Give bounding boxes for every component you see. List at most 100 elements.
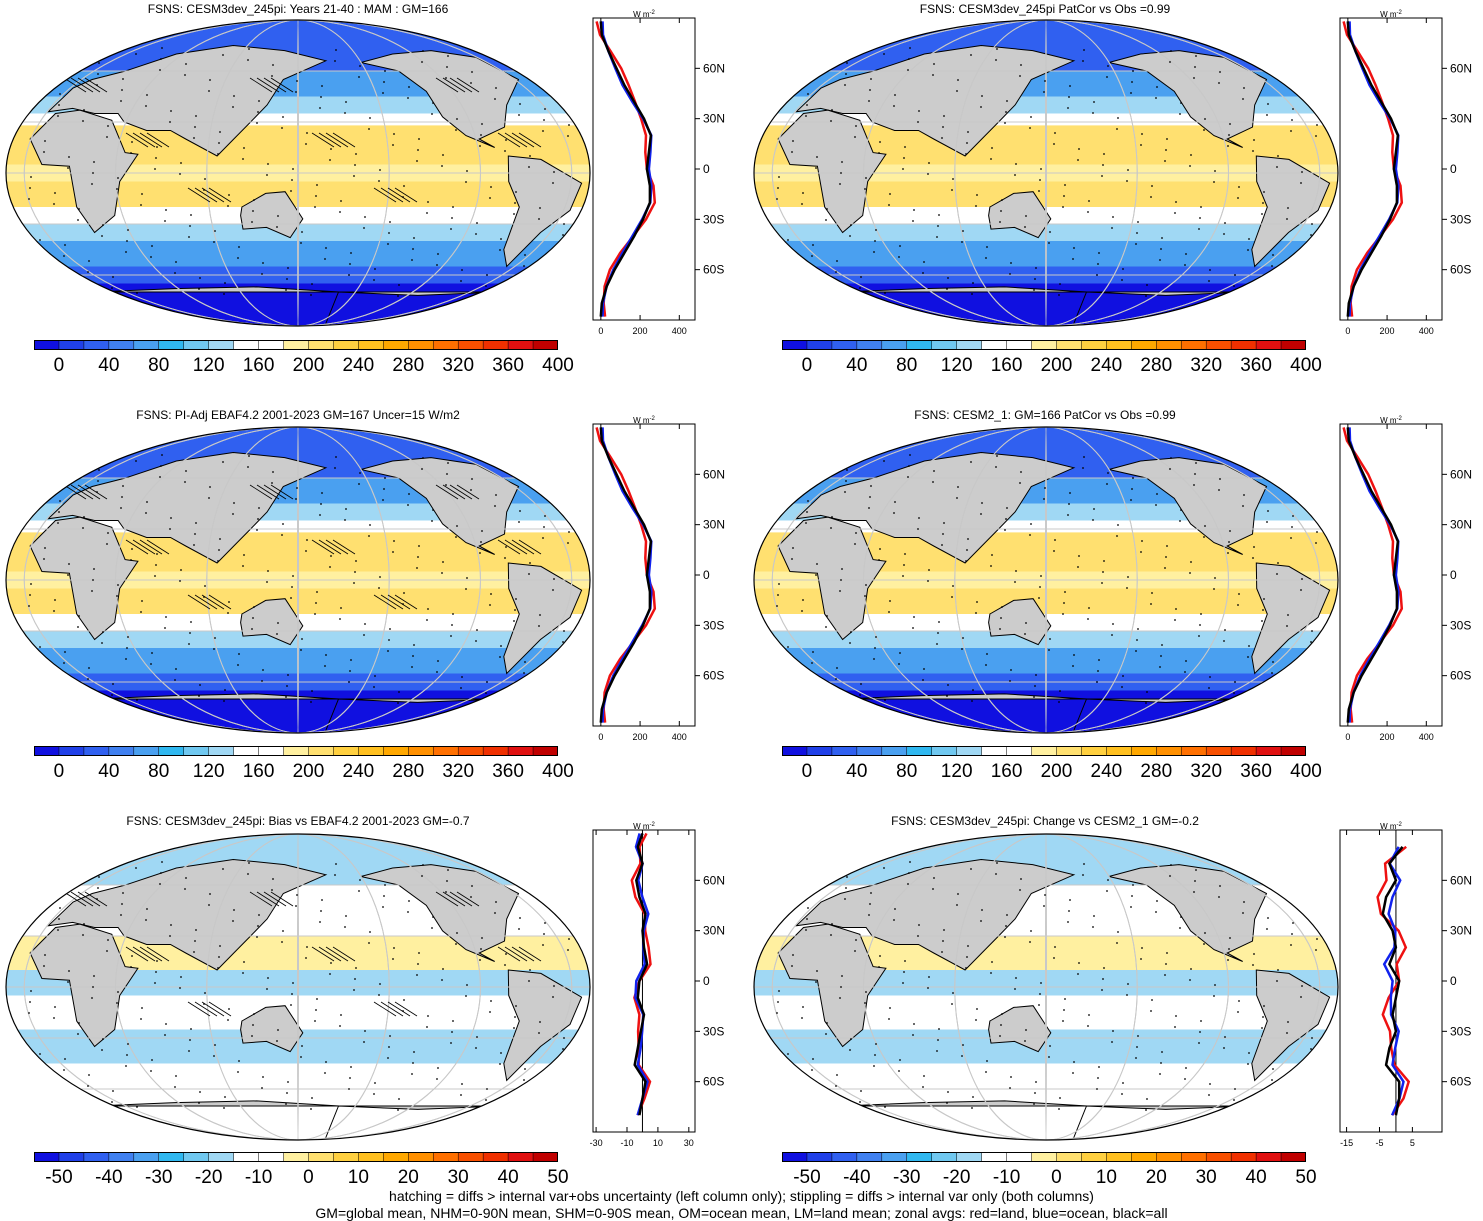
stipple-dot — [552, 996, 554, 998]
stipple-dot — [1048, 242, 1050, 244]
stipple-dot — [102, 224, 104, 226]
stipple-dot — [1195, 869, 1197, 871]
colorbar-box — [158, 1152, 185, 1162]
stipple-dot — [820, 68, 822, 70]
stipple-dot — [339, 211, 341, 213]
stipple-dot — [1140, 144, 1142, 146]
graticule-lon — [1045, 427, 1047, 733]
stipple-dot — [258, 507, 260, 509]
stipple-dot — [184, 888, 186, 890]
hatch-line — [511, 539, 535, 555]
stipple-dot — [291, 993, 293, 995]
stipple-dot — [1209, 269, 1211, 271]
stipple-dot — [1145, 1109, 1147, 1111]
stipple-dot — [816, 156, 818, 158]
stipple-dot — [441, 572, 443, 574]
stipple-dot — [398, 284, 400, 286]
stipple-dot — [1185, 253, 1187, 255]
stipple-dot — [811, 255, 813, 257]
stipple-dot — [460, 280, 462, 282]
stipple-dot — [971, 293, 973, 295]
stipple-dot — [830, 934, 832, 936]
stipple-dot — [1282, 463, 1284, 465]
stipple-dot — [1248, 238, 1250, 240]
stipple-dot — [378, 587, 380, 589]
colorbar-box — [108, 1152, 135, 1162]
stipple-dot — [1204, 118, 1206, 120]
stipple-dot — [544, 108, 546, 110]
stipple-dot — [1024, 226, 1026, 228]
stipple-dot — [999, 628, 1001, 630]
zonal-series-all — [1346, 427, 1400, 723]
stipple-dot — [1286, 625, 1288, 627]
colorbar-box — [806, 1152, 833, 1162]
stipple-dot — [58, 511, 60, 513]
stipple-dot — [350, 252, 352, 254]
stipple-dot — [918, 924, 920, 926]
stipple-dot — [131, 141, 133, 143]
stipple-dot — [1310, 234, 1312, 236]
stipple-dot — [154, 168, 156, 170]
zonal-x-label: 0 — [1345, 326, 1350, 336]
stipple-dot — [1001, 199, 1003, 201]
zonal-series-all — [1381, 846, 1404, 1116]
stipple-dot — [792, 954, 794, 956]
stipple-dot — [29, 594, 31, 596]
stipple-dot — [135, 867, 137, 869]
stipple-dot — [1256, 469, 1258, 471]
hatch-line — [380, 187, 404, 203]
stipple-dot — [1038, 1004, 1040, 1006]
stipple-dot — [1025, 1029, 1027, 1031]
colorbar-tick-label: 160 — [242, 761, 275, 782]
stipple-dot — [826, 1022, 828, 1024]
stipple-dot — [285, 289, 287, 291]
stipple-dot — [812, 244, 814, 246]
zonal-lat-label: 60S — [703, 669, 724, 683]
colorbar-box — [1106, 746, 1133, 756]
stipple-dot — [928, 162, 930, 164]
stipple-dot — [179, 987, 181, 989]
stipple-dot — [996, 48, 998, 50]
stipple-dot — [222, 54, 224, 56]
zonal-lat-label: 0 — [1450, 162, 1457, 176]
stipple-dot — [874, 647, 876, 649]
stipple-dot — [431, 927, 433, 929]
stipple-dot — [947, 1091, 949, 1093]
stipple-dot — [316, 591, 318, 593]
stipple-dot — [1257, 51, 1259, 53]
stipple-dot — [169, 121, 171, 123]
stipple-dot — [781, 99, 783, 101]
colorbar-box — [1205, 340, 1232, 350]
stipple-dot — [1101, 989, 1103, 991]
stipple-dot — [972, 689, 974, 691]
stipple-dot — [1146, 691, 1148, 693]
stipple-dot — [1232, 296, 1234, 298]
stipple-dot — [421, 875, 423, 877]
hatch-line — [504, 946, 528, 962]
stipple-dot — [844, 84, 846, 86]
stipple-dot — [24, 693, 26, 695]
stipple-dot — [175, 261, 177, 263]
stipple-dot — [1097, 1077, 1099, 1079]
zonal-lat-label: 30N — [1450, 518, 1472, 532]
stipple-dot — [1282, 56, 1284, 58]
zonal-unit-exp: -2 — [1397, 10, 1403, 16]
stipple-dot — [1199, 1031, 1201, 1033]
zonal-frame — [1339, 829, 1443, 1133]
stipple-dot — [1256, 62, 1258, 64]
stipple-dot — [1009, 1087, 1011, 1089]
hatch-line — [387, 1001, 411, 1017]
stipple-dot — [486, 1088, 488, 1090]
stipple-dot — [1263, 598, 1265, 600]
stipple-dot — [1209, 1083, 1211, 1085]
stipple-dot — [44, 547, 46, 549]
zonal-series-ocean — [634, 833, 650, 1116]
stipple-dot — [534, 870, 536, 872]
colorbar-tick-label: -20 — [942, 1167, 971, 1188]
stipple-dot — [237, 257, 239, 259]
hatch-line — [146, 946, 170, 962]
colorbar-box — [782, 340, 808, 350]
colorbar-box — [183, 746, 210, 756]
stipple-dot — [1175, 608, 1177, 610]
stipple-dot — [164, 627, 166, 629]
